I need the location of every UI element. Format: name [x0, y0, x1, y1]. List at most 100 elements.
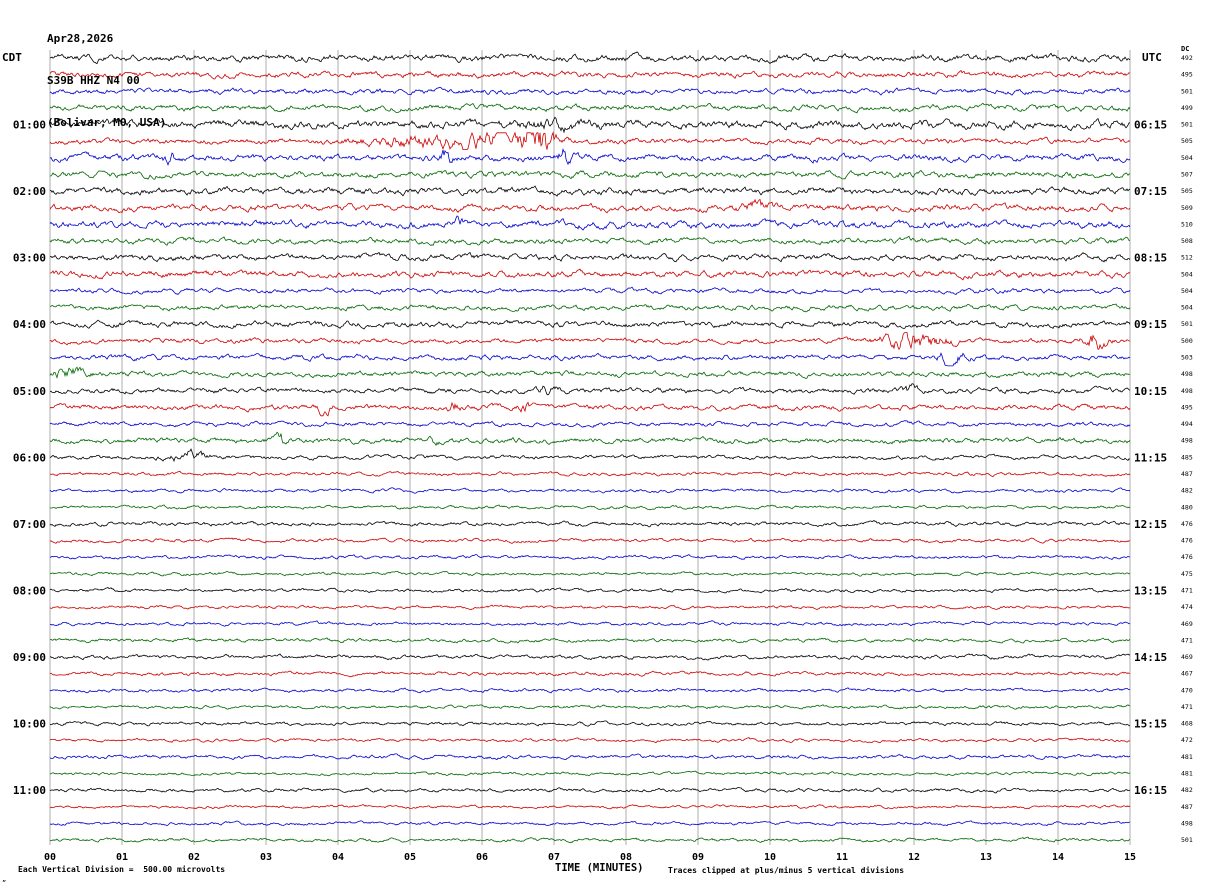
dc-value: 494 — [1181, 420, 1193, 428]
trace-row — [49, 720, 1131, 727]
dc-value: 469 — [1181, 653, 1193, 661]
cdt-time-label: 08:00 — [13, 584, 46, 597]
dc-value: 505 — [1181, 187, 1193, 195]
dc-value: 470 — [1181, 686, 1193, 694]
x-tick-label: 02 — [188, 852, 200, 863]
x-tick-label: 04 — [332, 852, 344, 863]
trace-row — [49, 251, 1131, 263]
dc-value: 501 — [1181, 836, 1193, 844]
dc-value: 476 — [1181, 553, 1193, 561]
cdt-time-label: 02:00 — [13, 185, 46, 198]
trace-row — [49, 470, 1131, 478]
dc-column-label: DC — [1181, 45, 1190, 53]
trace-row — [49, 753, 1131, 761]
x-tick-label: 15 — [1124, 852, 1136, 863]
cdt-time-label: 05:00 — [13, 385, 46, 398]
x-tick-label: 11 — [836, 852, 848, 863]
cdt-time-label: 09:00 — [13, 651, 46, 664]
cdt-time-label: 07:00 — [13, 518, 46, 531]
dc-value: 474 — [1181, 603, 1193, 611]
trace-row — [49, 215, 1131, 231]
x-tick-label: 07 — [548, 852, 560, 863]
dc-value: 481 — [1181, 753, 1193, 761]
trace-row — [49, 383, 1131, 396]
trace-row — [49, 86, 1131, 96]
x-axis-title: TIME (MINUTES) — [555, 862, 644, 874]
x-tick-label: 14 — [1052, 852, 1064, 863]
trace-row — [49, 737, 1131, 744]
x-tick-label: 03 — [260, 852, 272, 863]
dc-value: 504 — [1181, 304, 1193, 312]
utc-time-label: 15:15 — [1134, 718, 1167, 731]
title-station: S39B HHZ N4 00 — [47, 74, 140, 87]
dc-value: 508 — [1181, 237, 1193, 245]
cdt-time-label: 04:00 — [13, 318, 46, 331]
trace-row — [49, 570, 1131, 577]
dc-value: 498 — [1181, 387, 1193, 395]
dc-value: 471 — [1181, 636, 1193, 644]
dc-value: 505 — [1181, 137, 1193, 145]
x-tick-label: 13 — [980, 852, 992, 863]
x-tick-label: 00 — [44, 852, 56, 863]
x-tick-label: 12 — [908, 852, 920, 863]
x-tick-label: 09 — [692, 852, 704, 863]
dc-value: 467 — [1181, 670, 1193, 678]
trace-row — [49, 366, 1131, 379]
x-tick-label: 06 — [476, 852, 488, 863]
dc-value: 471 — [1181, 586, 1193, 594]
title-block: Apr28,2026 S39B HHZ N4 00 (Bolivar, MO, … — [47, 4, 166, 158]
title-date: Apr28,2026 — [47, 32, 114, 45]
trace-row — [49, 687, 1131, 694]
cdt-time-label: 03:00 — [13, 252, 46, 265]
dc-value: 480 — [1181, 503, 1193, 511]
dc-value: 487 — [1181, 803, 1193, 811]
dc-value: 512 — [1181, 254, 1193, 262]
utc-time-label: 11:15 — [1134, 451, 1167, 464]
trace-row — [50, 268, 1131, 281]
trace-row — [49, 131, 1131, 151]
x-tick-label: 05 — [404, 852, 416, 863]
dc-value: 492 — [1181, 54, 1193, 62]
trace-row — [49, 604, 1131, 611]
cdt-time-label: 01:00 — [13, 119, 46, 132]
trace-row — [49, 770, 1131, 777]
cdt-time-label: 10:00 — [13, 718, 46, 731]
trace-row — [49, 820, 1131, 827]
dc-value: 509 — [1181, 204, 1193, 212]
utc-time-label: 06:15 — [1134, 119, 1167, 132]
trace-row — [49, 332, 1131, 351]
trace-row — [49, 420, 1131, 428]
utc-time-label: 09:15 — [1134, 318, 1167, 331]
scale-note: Each Vertical Division = 500.00 microvol… — [18, 865, 226, 874]
left-axis-label: CDT — [2, 51, 22, 64]
dc-value: 498 — [1181, 819, 1193, 827]
trace-row — [49, 520, 1131, 528]
dc-value: 475 — [1181, 570, 1193, 578]
dc-value: 476 — [1181, 520, 1193, 528]
dc-value: 498 — [1181, 370, 1193, 378]
trace-row — [49, 787, 1130, 794]
trace-row — [49, 653, 1131, 661]
cdt-time-label: 06:00 — [13, 451, 46, 464]
trace-row — [49, 116, 1131, 134]
dc-value: 469 — [1181, 620, 1193, 628]
dc-value: 481 — [1181, 770, 1193, 778]
trace-row — [49, 148, 1131, 166]
dc-value: 468 — [1181, 720, 1193, 728]
dc-value: 471 — [1181, 703, 1193, 711]
dc-value: 495 — [1181, 71, 1193, 79]
trace-row — [49, 587, 1131, 594]
dc-value: 503 — [1181, 354, 1193, 362]
trace-row — [49, 554, 1131, 561]
dc-value: 500 — [1181, 337, 1193, 345]
trace-row — [49, 431, 1131, 447]
dc-value: 507 — [1181, 170, 1193, 178]
dc-value: 482 — [1181, 487, 1193, 495]
trace-row — [49, 448, 1131, 463]
right-axis-label: UTC — [1142, 51, 1162, 64]
dc-value: 487 — [1181, 470, 1193, 478]
trace-row — [49, 51, 1131, 65]
trace-row — [49, 319, 1131, 330]
